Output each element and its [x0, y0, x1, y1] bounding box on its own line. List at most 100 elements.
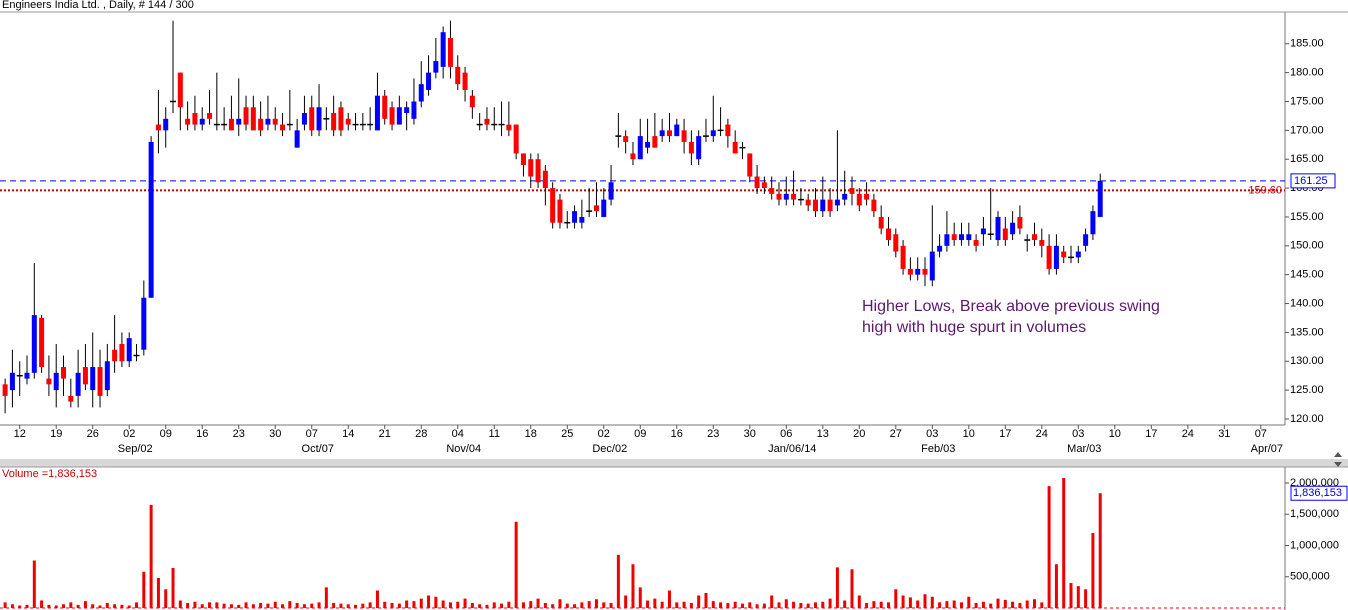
volume-bar: [288, 601, 292, 608]
candle-body: [316, 107, 322, 131]
x-tick-label: 09: [160, 428, 172, 440]
volume-bar: [317, 602, 321, 608]
volume-bar: [193, 601, 197, 608]
x-tick-label: 11: [489, 428, 500, 440]
volume-bar: [25, 604, 29, 608]
volume-bar: [346, 604, 350, 608]
candle-body: [199, 118, 205, 125]
x-tick-label: 28: [415, 428, 427, 440]
volume-bar: [295, 603, 299, 608]
volume-bar: [127, 605, 131, 608]
volume-bar: [1076, 586, 1080, 608]
candle-body: [185, 118, 191, 125]
candle-body: [623, 136, 629, 142]
volume-bar: [1025, 600, 1029, 608]
volume-bar: [456, 601, 460, 608]
volume-bar: [434, 596, 438, 608]
volume-bar: [616, 554, 620, 608]
volume-bar: [310, 603, 314, 608]
candle-body: [250, 107, 256, 131]
scroll-down-icon[interactable]: [1334, 462, 1342, 467]
candle-body: [148, 141, 154, 298]
volume-bar: [938, 602, 942, 608]
volume-bar: [908, 597, 912, 608]
volume-bar: [1084, 589, 1088, 608]
candle-body: [301, 113, 307, 125]
candle-body: [243, 107, 249, 125]
volume-bar: [653, 598, 657, 608]
x-tick-label: 12: [14, 428, 26, 440]
candle-body: [2, 384, 8, 396]
candle-body: [126, 338, 132, 362]
volume-bar: [3, 602, 7, 608]
volume-bar: [886, 602, 890, 608]
candle-body: [937, 245, 943, 252]
y-tick-label: 155.00: [1290, 211, 1324, 223]
volume-bar: [419, 598, 423, 608]
volume-bar: [799, 603, 803, 608]
x-tick-label: 04: [452, 428, 464, 440]
volume-bar: [901, 595, 905, 608]
candle-body: [907, 268, 913, 275]
candle-body: [31, 315, 37, 373]
candle-body: [207, 113, 213, 119]
volume-bar: [996, 598, 1000, 608]
x-tick-label: 17: [1145, 428, 1157, 440]
volume-bar: [302, 604, 306, 608]
volume-bar: [441, 600, 445, 608]
volume-bar: [521, 602, 525, 608]
volume-bar: [857, 595, 861, 608]
volume-bar: [660, 601, 664, 608]
volume-bar: [777, 602, 781, 608]
candle-body: [163, 118, 169, 131]
volume-bar: [740, 603, 744, 608]
candle-body: [389, 107, 395, 125]
volume-bar: [821, 601, 825, 608]
volume-bar: [390, 603, 394, 608]
candle-body: [39, 317, 45, 368]
candle-body: [1046, 245, 1052, 269]
x-tick-label: 07: [1255, 428, 1267, 440]
x-tick-label: 13: [817, 428, 829, 440]
candle-body: [506, 124, 512, 131]
candle-body: [418, 84, 424, 102]
volume-bar: [646, 600, 650, 608]
month-label: Mar/03: [1067, 443, 1101, 455]
volume-bar: [266, 603, 270, 608]
volume-bar: [602, 602, 606, 608]
candle-body: [513, 124, 519, 154]
volume-y-tick-label: 500,000: [1290, 571, 1330, 583]
volume-bar: [865, 603, 869, 608]
candle-body: [842, 193, 848, 200]
volume-bar: [930, 596, 934, 608]
candle-body: [885, 228, 891, 241]
candle-body: [761, 182, 767, 189]
volume-bar: [989, 603, 993, 608]
candle-body: [1032, 234, 1038, 241]
candle-body: [46, 378, 52, 385]
candle-body: [557, 199, 563, 223]
candle-body: [696, 136, 702, 160]
volume-bar: [711, 601, 715, 608]
volume-y-tick-label: 1,000,000: [1290, 539, 1339, 551]
volume-bar: [850, 569, 854, 608]
candle-body: [528, 159, 534, 177]
x-tick-label: 09: [634, 428, 646, 440]
x-tick-label: 24: [1182, 428, 1194, 440]
volume-bar: [565, 603, 569, 608]
candle-body: [579, 216, 585, 223]
volume-bar: [806, 603, 810, 608]
x-tick-label: 31: [1218, 428, 1230, 440]
candle-body: [61, 367, 67, 379]
y-tick-label: 120.00: [1290, 413, 1324, 425]
volume-bar: [1033, 599, 1037, 608]
volume-bar: [1018, 603, 1022, 608]
scroll-up-icon[interactable]: [1334, 452, 1342, 457]
candle-body: [681, 130, 687, 142]
candle-body: [90, 367, 96, 391]
candle-body: [382, 95, 388, 119]
candle-body: [228, 118, 234, 131]
volume-bar: [952, 600, 956, 608]
volume-bar: [558, 599, 562, 608]
volume-bar: [368, 602, 372, 608]
